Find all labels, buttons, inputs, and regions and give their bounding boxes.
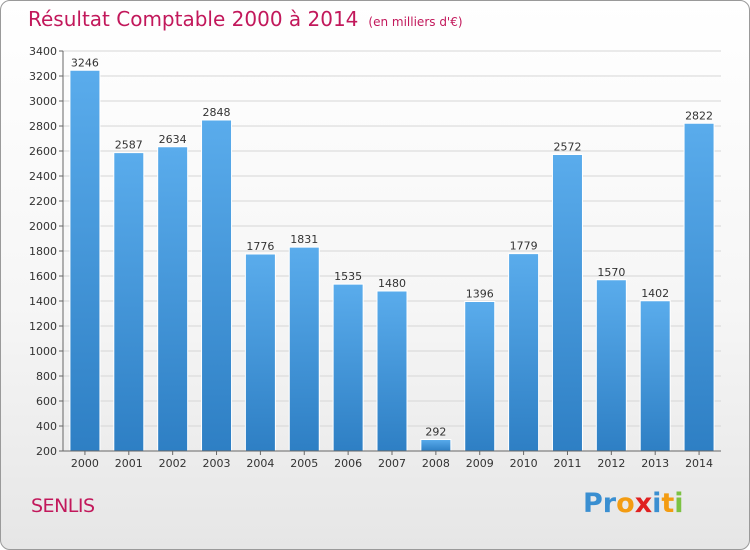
x-tick-label: 2009 (466, 457, 494, 470)
data-label: 1480 (378, 277, 406, 290)
data-label: 2634 (159, 133, 187, 146)
x-tick-label: 2008 (422, 457, 450, 470)
bar-2010 (508, 253, 540, 452)
data-label: 1779 (510, 240, 538, 253)
logo-letter: i (674, 488, 684, 519)
y-tick-label: 2000 (29, 220, 57, 233)
chart-title: Résultat Comptable 2000 à 2014 (28, 7, 359, 31)
x-tick-label: 2010 (510, 457, 538, 470)
bar-2006 (332, 283, 364, 452)
y-tick-label: 1400 (29, 295, 57, 308)
data-label: 2822 (685, 109, 713, 122)
y-tick-label: 200 (36, 445, 57, 458)
y-tick-label: 2800 (29, 120, 57, 133)
data-label: 1776 (246, 240, 274, 253)
logo-letter: o (616, 488, 635, 519)
x-tick-label: 2013 (641, 457, 669, 470)
data-label: 1535 (334, 270, 362, 283)
x-tick-label: 2014 (685, 457, 713, 470)
chart-unit: (en milliers d'€) (368, 15, 463, 29)
logo-letter: P (583, 488, 603, 519)
data-label: 1402 (641, 287, 669, 300)
y-tick-label: 1000 (29, 345, 57, 358)
y-tick-label: 800 (36, 370, 57, 383)
logo-letter: r (602, 488, 617, 519)
data-label: 1396 (466, 288, 494, 301)
x-tick-label: 2005 (290, 457, 318, 470)
x-tick-label: 2006 (334, 457, 362, 470)
bar-2005 (288, 246, 320, 452)
logo-letter: x (634, 488, 653, 519)
x-tick-label: 2002 (159, 457, 187, 470)
y-tick-label: 600 (36, 395, 57, 408)
proxiti-logo: Proxiti (583, 488, 684, 519)
x-tick-label: 2012 (597, 457, 625, 470)
commune-name: SENLIS (31, 495, 95, 517)
y-tick-label: 3200 (29, 70, 57, 83)
bar-2013 (639, 300, 671, 452)
y-tick-label: 1600 (29, 270, 57, 283)
y-tick-label: 2400 (29, 170, 57, 183)
bar-2001 (113, 152, 145, 452)
y-tick-label: 1200 (29, 320, 57, 333)
data-label: 2587 (115, 139, 143, 152)
data-label: 2848 (203, 106, 231, 119)
y-tick-label: 2600 (29, 145, 57, 158)
bar-2012 (595, 279, 627, 452)
bar-2014 (683, 122, 715, 452)
data-label: 2572 (553, 141, 581, 154)
bar-2003 (201, 119, 233, 452)
logo-letter: t (661, 488, 675, 519)
bar-2004 (244, 253, 276, 452)
x-tick-label: 2003 (203, 457, 231, 470)
bar-2002 (157, 146, 189, 452)
data-label: 3246 (71, 56, 99, 69)
y-tick-label: 3000 (29, 95, 57, 108)
y-tick-label: 1800 (29, 245, 57, 258)
data-label: 1570 (597, 266, 625, 279)
y-tick-label: 3400 (29, 45, 57, 58)
bar-2007 (376, 290, 408, 452)
x-tick-label: 2000 (71, 457, 99, 470)
data-label: 1831 (290, 233, 318, 246)
y-tick-label: 2200 (29, 195, 57, 208)
bar-2009 (464, 301, 496, 452)
y-tick-label: 400 (36, 420, 57, 433)
x-tick-label: 2001 (115, 457, 143, 470)
bar-2000 (69, 69, 101, 452)
x-tick-label: 2011 (553, 457, 581, 470)
bar-2008 (420, 439, 452, 452)
chart-title-block: Résultat Comptable 2000 à 2014 (en millie… (28, 7, 463, 31)
x-tick-label: 2007 (378, 457, 406, 470)
bar-2011 (551, 154, 583, 452)
x-tick-label: 2004 (246, 457, 274, 470)
data-label: 292 (425, 426, 446, 439)
logo-letter: i (652, 488, 662, 519)
